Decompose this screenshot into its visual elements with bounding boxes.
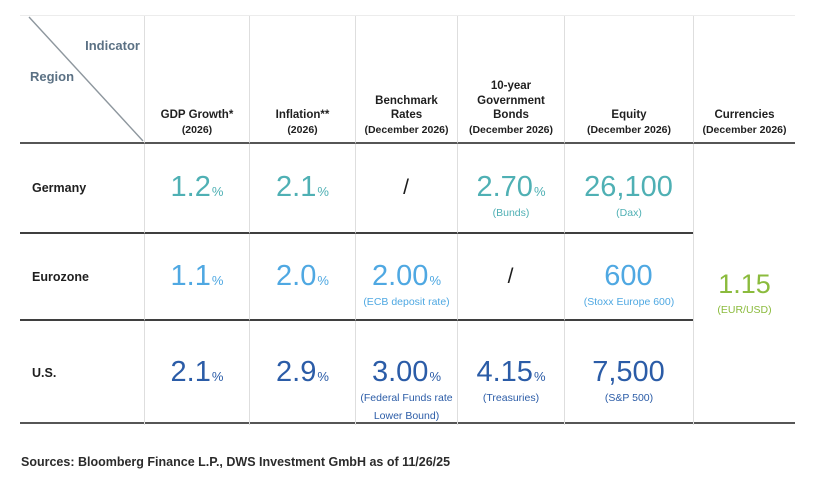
region-axis-label: Region — [30, 69, 75, 84]
row-label-us: U.S. — [32, 366, 57, 380]
cell-eurozone-currency: 1.15 (EUR/USD) — [693, 144, 795, 425]
cell-value: 1.1% — [170, 259, 224, 292]
column-subtitle: (2026) — [287, 124, 318, 137]
cell-value: 2.1% — [170, 356, 224, 389]
row-label-germany: Germany — [20, 144, 144, 234]
cell-value: 2.1% — [276, 171, 329, 204]
column-subtitle: (December 2026) — [468, 124, 554, 137]
column-subtitle: (2026) — [181, 124, 213, 137]
column-title: Equity — [611, 109, 647, 122]
cell-germany-benchmark-rates: / — [355, 144, 457, 234]
cell-value: 26,100 — [584, 171, 673, 204]
row-label-eurozone: Eurozone — [20, 234, 144, 321]
cell-value: 2.0% — [276, 259, 329, 292]
cell-note: (ECB deposit rate) — [363, 295, 450, 308]
cell-us-government-bonds: 4.15% (Treasuries) — [457, 321, 564, 425]
column-subtitle: (December 2026) — [364, 124, 449, 137]
column-title: Inflation** — [275, 109, 330, 122]
cell-germany-equity: 26,100 (Dax) — [564, 144, 693, 234]
cell-eurozone-gdp-growth: 1.1% — [144, 234, 249, 321]
cell-germany-inflation: 2.1% — [249, 144, 355, 234]
cell-note: (Treasuries) — [482, 392, 540, 404]
column-header-equity: Equity (December 2026) — [564, 16, 693, 144]
cell-note: (S&P 500) — [604, 392, 654, 404]
column-header-benchmark-rates: Benchmark Rates (December 2026) — [355, 16, 457, 144]
diagonal-divider-line — [20, 16, 144, 142]
cell-value: 3.00% — [371, 356, 441, 389]
cell-us-gdp-growth: 2.1% — [144, 321, 249, 425]
column-header-government-bonds: 10-year Government Bonds (December 2026) — [457, 16, 564, 144]
column-header-gdp-growth: GDP Growth* (2026) — [144, 16, 249, 144]
cell-value: 600 — [604, 259, 653, 292]
cell-note: (Bunds) — [492, 207, 530, 219]
cell-us-benchmark-rates: 3.00% (Federal Funds rate Lower Bound) — [355, 321, 457, 425]
cell-note: (EUR/USD) — [717, 303, 772, 316]
column-header-inflation: Inflation** (2026) — [249, 16, 355, 144]
cell-value: / — [507, 264, 514, 288]
cell-us-inflation: 2.9% — [249, 321, 355, 425]
indicator-axis-label: Indicator — [85, 38, 140, 53]
cell-value: 2.70% — [476, 171, 546, 204]
cell-note: (Dax) — [616, 207, 642, 219]
column-title: Currencies — [714, 109, 775, 122]
sources-note: Sources: Bloomberg Finance L.P., DWS Inv… — [21, 455, 451, 469]
cell-value: 2.9% — [276, 356, 329, 389]
cell-eurozone-inflation: 2.0% — [249, 234, 355, 321]
cell-value: 4.15% — [476, 356, 546, 389]
cell-eurozone-government-bonds: / — [457, 234, 564, 321]
cell-value: 1.15 — [718, 268, 771, 299]
cell-value: 7,500 — [592, 356, 665, 389]
column-subtitle: (December 2026) — [702, 124, 787, 137]
column-header-currencies: Currencies (December 2026) — [693, 16, 795, 144]
cell-germany-government-bonds: 2.70% (Bunds) — [457, 144, 564, 234]
cell-germany-gdp-growth: 1.2% — [144, 144, 249, 234]
column-subtitle: (December 2026) — [586, 124, 672, 137]
cell-value: 2.00% — [371, 259, 441, 292]
cell-note: (Federal Funds rate Lower Bound) — [360, 392, 453, 422]
cell-note: (Stoxx Europe 600) — [583, 295, 675, 308]
column-title: GDP Growth* — [160, 109, 234, 122]
cell-eurozone-benchmark-rates: 2.00% (ECB deposit rate) — [355, 234, 457, 321]
cell-eurozone-equity: 600 (Stoxx Europe 600) — [564, 234, 693, 321]
cell-us-equity: 7,500 (S&P 500) — [564, 321, 693, 425]
column-title: Benchmark Rates — [375, 94, 438, 122]
cell-value: 1.2% — [170, 171, 224, 204]
forecast-table: Indicator Region GDP Growth* (2026) Infl… — [20, 15, 795, 425]
corner-cell: Indicator Region — [20, 16, 144, 144]
cell-value: / — [403, 176, 409, 200]
column-title: 10-year Government Bonds — [477, 79, 545, 122]
